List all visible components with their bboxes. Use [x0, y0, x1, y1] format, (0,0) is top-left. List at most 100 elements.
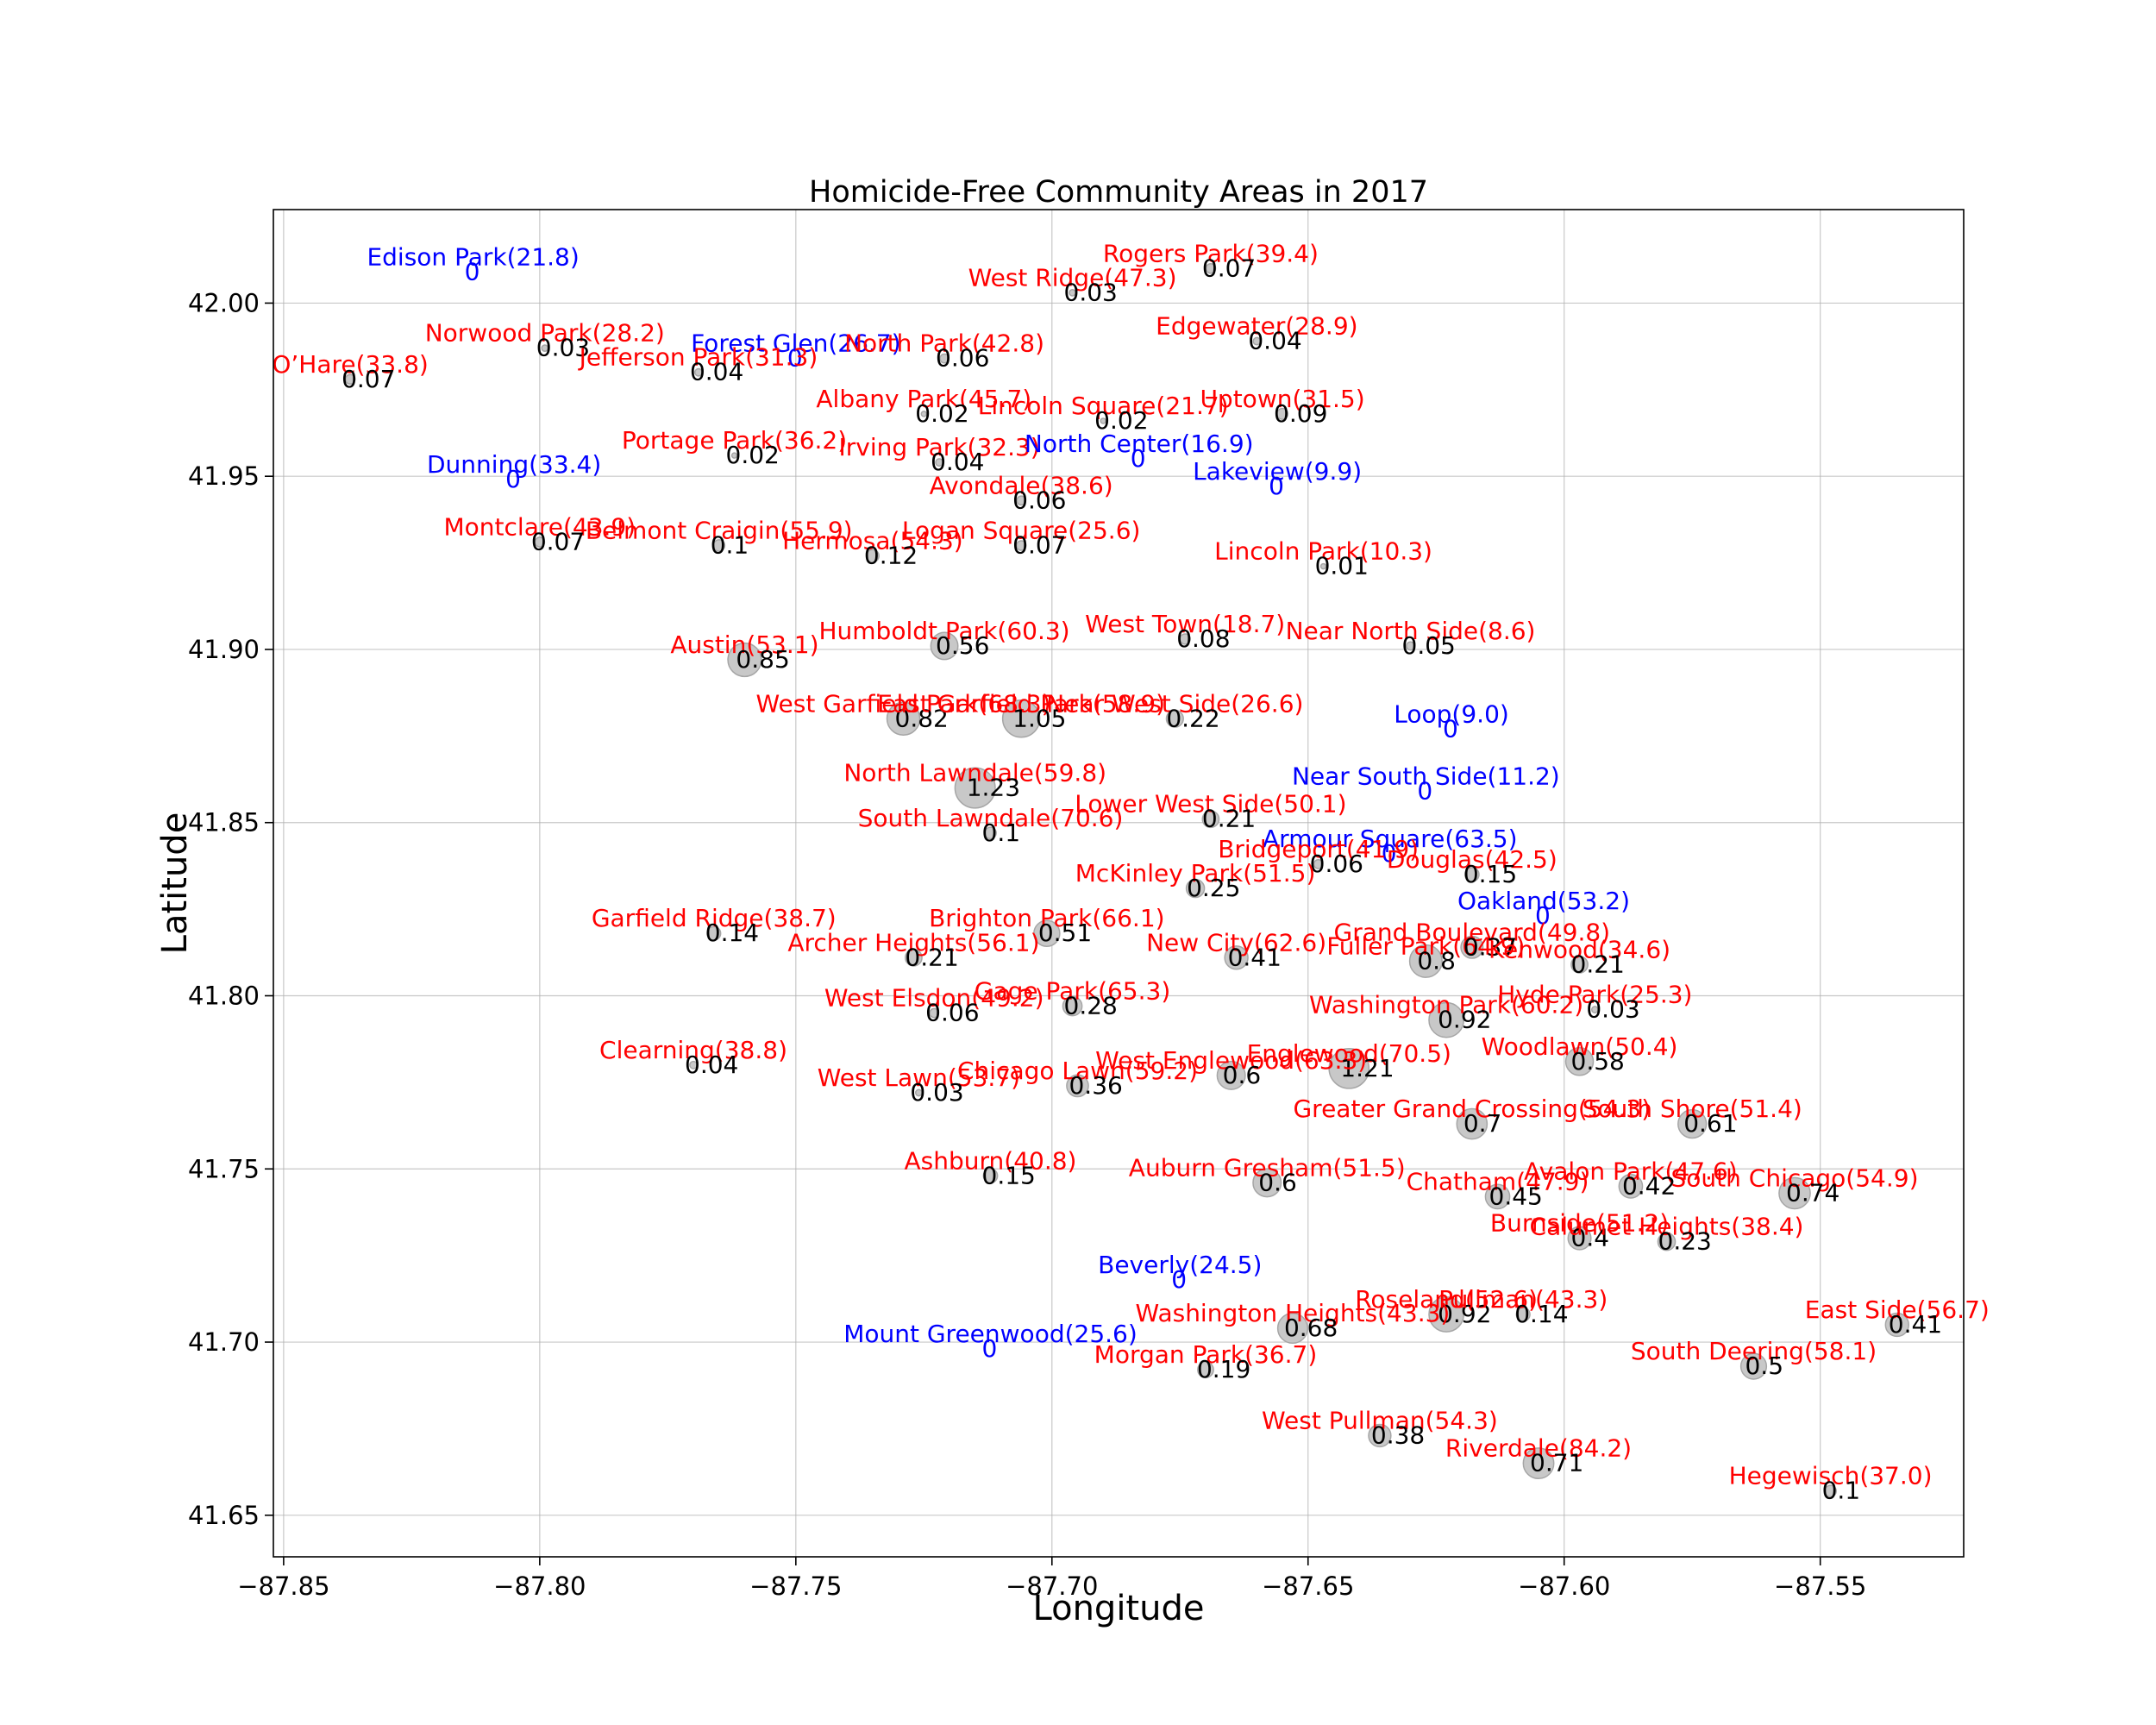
- value-label: 0.19: [1197, 1355, 1250, 1383]
- data-bubble: [1165, 709, 1184, 728]
- value-label: 0.12: [864, 542, 918, 570]
- community-name-label: Forest Glen(26.7): [691, 329, 900, 358]
- community-name-label: Edison Park(21.8): [367, 242, 579, 271]
- data-bubble: [1570, 955, 1589, 974]
- community-name-label: West Pullman(54.3): [1262, 1406, 1498, 1434]
- community-name-label: South Deering(58.1): [1631, 1337, 1877, 1365]
- data-bubble: [1313, 859, 1324, 869]
- community-name-label: O’Hare(33.8): [272, 350, 428, 379]
- data-bubble: [1205, 262, 1217, 274]
- community-name-label: Lower West Side(50.1): [1075, 790, 1346, 819]
- value-label: 0.85: [736, 645, 789, 674]
- data-bubble: [1201, 810, 1220, 829]
- value-label: 0.21: [1571, 950, 1625, 978]
- community-name-label: Near South Side(11.2): [1292, 762, 1560, 791]
- value-label: 0.06: [925, 999, 979, 1027]
- community-name-label: West Garfield Park(68.3): [755, 689, 1050, 718]
- value-label: 0: [1443, 714, 1458, 743]
- community-name-label: Near West Side(26.6): [1046, 689, 1303, 718]
- data-bubble: [865, 549, 880, 563]
- value-label: 0.15: [982, 1161, 1036, 1189]
- community-name-label: Lincoln Square(21.7): [978, 392, 1229, 420]
- community-name-label: Hermosa(54.3): [782, 527, 963, 555]
- value-label: 0.92: [1438, 1006, 1491, 1034]
- y-tick-label: 41.95: [188, 461, 260, 491]
- value-label: 0.61: [1683, 1109, 1737, 1138]
- value-label: 0.38: [1371, 1421, 1425, 1449]
- data-bubble: [1484, 1183, 1511, 1210]
- community-name-label: West Lawn(53.7): [818, 1063, 1020, 1092]
- value-label: 0.02: [915, 399, 968, 428]
- data-bubble: [1618, 1173, 1644, 1199]
- value-label: 0.07: [531, 527, 585, 555]
- community-name-label: Washington Heights(43.3): [1136, 1299, 1451, 1327]
- community-name-label: Avalon Park(47.6): [1524, 1157, 1738, 1185]
- value-label: 0.09: [1274, 399, 1327, 428]
- community-name-label: Morgan Park(36.7): [1094, 1340, 1318, 1369]
- community-name-label: Avondale(38.6): [930, 471, 1113, 499]
- value-label: 0.37: [1463, 932, 1517, 961]
- data-bubble: [534, 536, 546, 548]
- data-bubble: [1564, 1047, 1595, 1076]
- data-bubble: [1408, 944, 1443, 978]
- community-name-label: West Elsdon(49.2): [824, 984, 1044, 1013]
- value-label: 0.7: [1463, 1109, 1502, 1138]
- community-name-label: Ashburn(40.8): [905, 1146, 1077, 1175]
- value-label: 0.21: [905, 943, 958, 971]
- community-name-label: West Ridge(47.3): [968, 263, 1177, 292]
- y-tick-label: 41.70: [188, 1327, 260, 1357]
- community-name-label: East Garfield Park(58.9): [877, 689, 1165, 718]
- value-label: 0.03: [1064, 278, 1118, 306]
- y-tick-label: 41.75: [188, 1154, 260, 1183]
- axis-ticks: −87.85 −87.80 −87.75 −87.70 −87.65 −87.60 −87.…: [188, 288, 1866, 1601]
- value-label: 0.06: [1012, 486, 1066, 514]
- value-label: 0.21: [1202, 805, 1256, 833]
- data-bubbles: [344, 262, 1909, 1498]
- value-label: 0.14: [705, 919, 759, 947]
- data-bubble: [1033, 919, 1061, 947]
- value-label: 0.42: [1622, 1171, 1676, 1200]
- data-bubble: [1406, 641, 1415, 651]
- plot-frame: [273, 209, 1965, 1558]
- community-name-label: Edgewater(28.9): [1156, 312, 1357, 341]
- data-bubble: [1069, 288, 1076, 297]
- value-label: 0: [1535, 901, 1551, 930]
- value-label: 0.06: [936, 344, 989, 373]
- value-label: 0.8: [1417, 946, 1456, 975]
- value-label: 0.03: [1586, 995, 1639, 1024]
- x-tick-label: −87.60: [1518, 1571, 1610, 1601]
- community-name-label: South Chicago(54.9): [1671, 1164, 1919, 1192]
- data-bubble: [1224, 945, 1249, 970]
- data-bubble: [1001, 699, 1041, 738]
- data-bubble: [1179, 633, 1191, 645]
- community-name-label: Englewood(70.5): [1247, 1039, 1451, 1068]
- community-name-label: New City(62.6): [1146, 928, 1326, 957]
- community-name-label: Lakeview(9.9): [1193, 457, 1362, 486]
- data-bubble: [1252, 336, 1262, 346]
- data-bubble: [1463, 867, 1480, 882]
- y-tick-label: 41.65: [188, 1501, 260, 1530]
- community-name-label: Irving Park(32.3): [838, 433, 1039, 461]
- community-name-label: South Shore(51.4): [1583, 1095, 1802, 1123]
- data-bubble: [1456, 1107, 1489, 1140]
- community-name-label: Roseland(52.6): [1355, 1285, 1538, 1314]
- community-name-label: Burnside(51.2): [1490, 1209, 1669, 1238]
- community-name-label: West Town(18.7): [1085, 610, 1285, 638]
- data-bubble: [1590, 1006, 1599, 1013]
- value-label: 0.03: [910, 1078, 963, 1107]
- value-label: 0.4: [1571, 1224, 1610, 1252]
- community-name-label: South Lawndale(70.6): [858, 804, 1124, 832]
- value-label: 0.6: [1258, 1168, 1297, 1196]
- community-name-label: Portage Park(36.2): [622, 426, 847, 455]
- community-name-label: North Center(16.9): [1025, 430, 1254, 458]
- value-label: 0.28: [1064, 992, 1118, 1020]
- x-tick-label: −87.65: [1262, 1571, 1354, 1601]
- community-name-label: Near North Side(8.6): [1286, 617, 1536, 645]
- data-bubble: [939, 353, 950, 364]
- community-name-label: Brighton Park(66.1): [929, 904, 1164, 932]
- y-tick-label: 41.85: [188, 808, 260, 837]
- community-name-label: Greater Grand Crossing(54.3): [1293, 1095, 1651, 1123]
- value-label: 0.36: [1069, 1071, 1122, 1100]
- data-bubble: [1066, 1074, 1089, 1098]
